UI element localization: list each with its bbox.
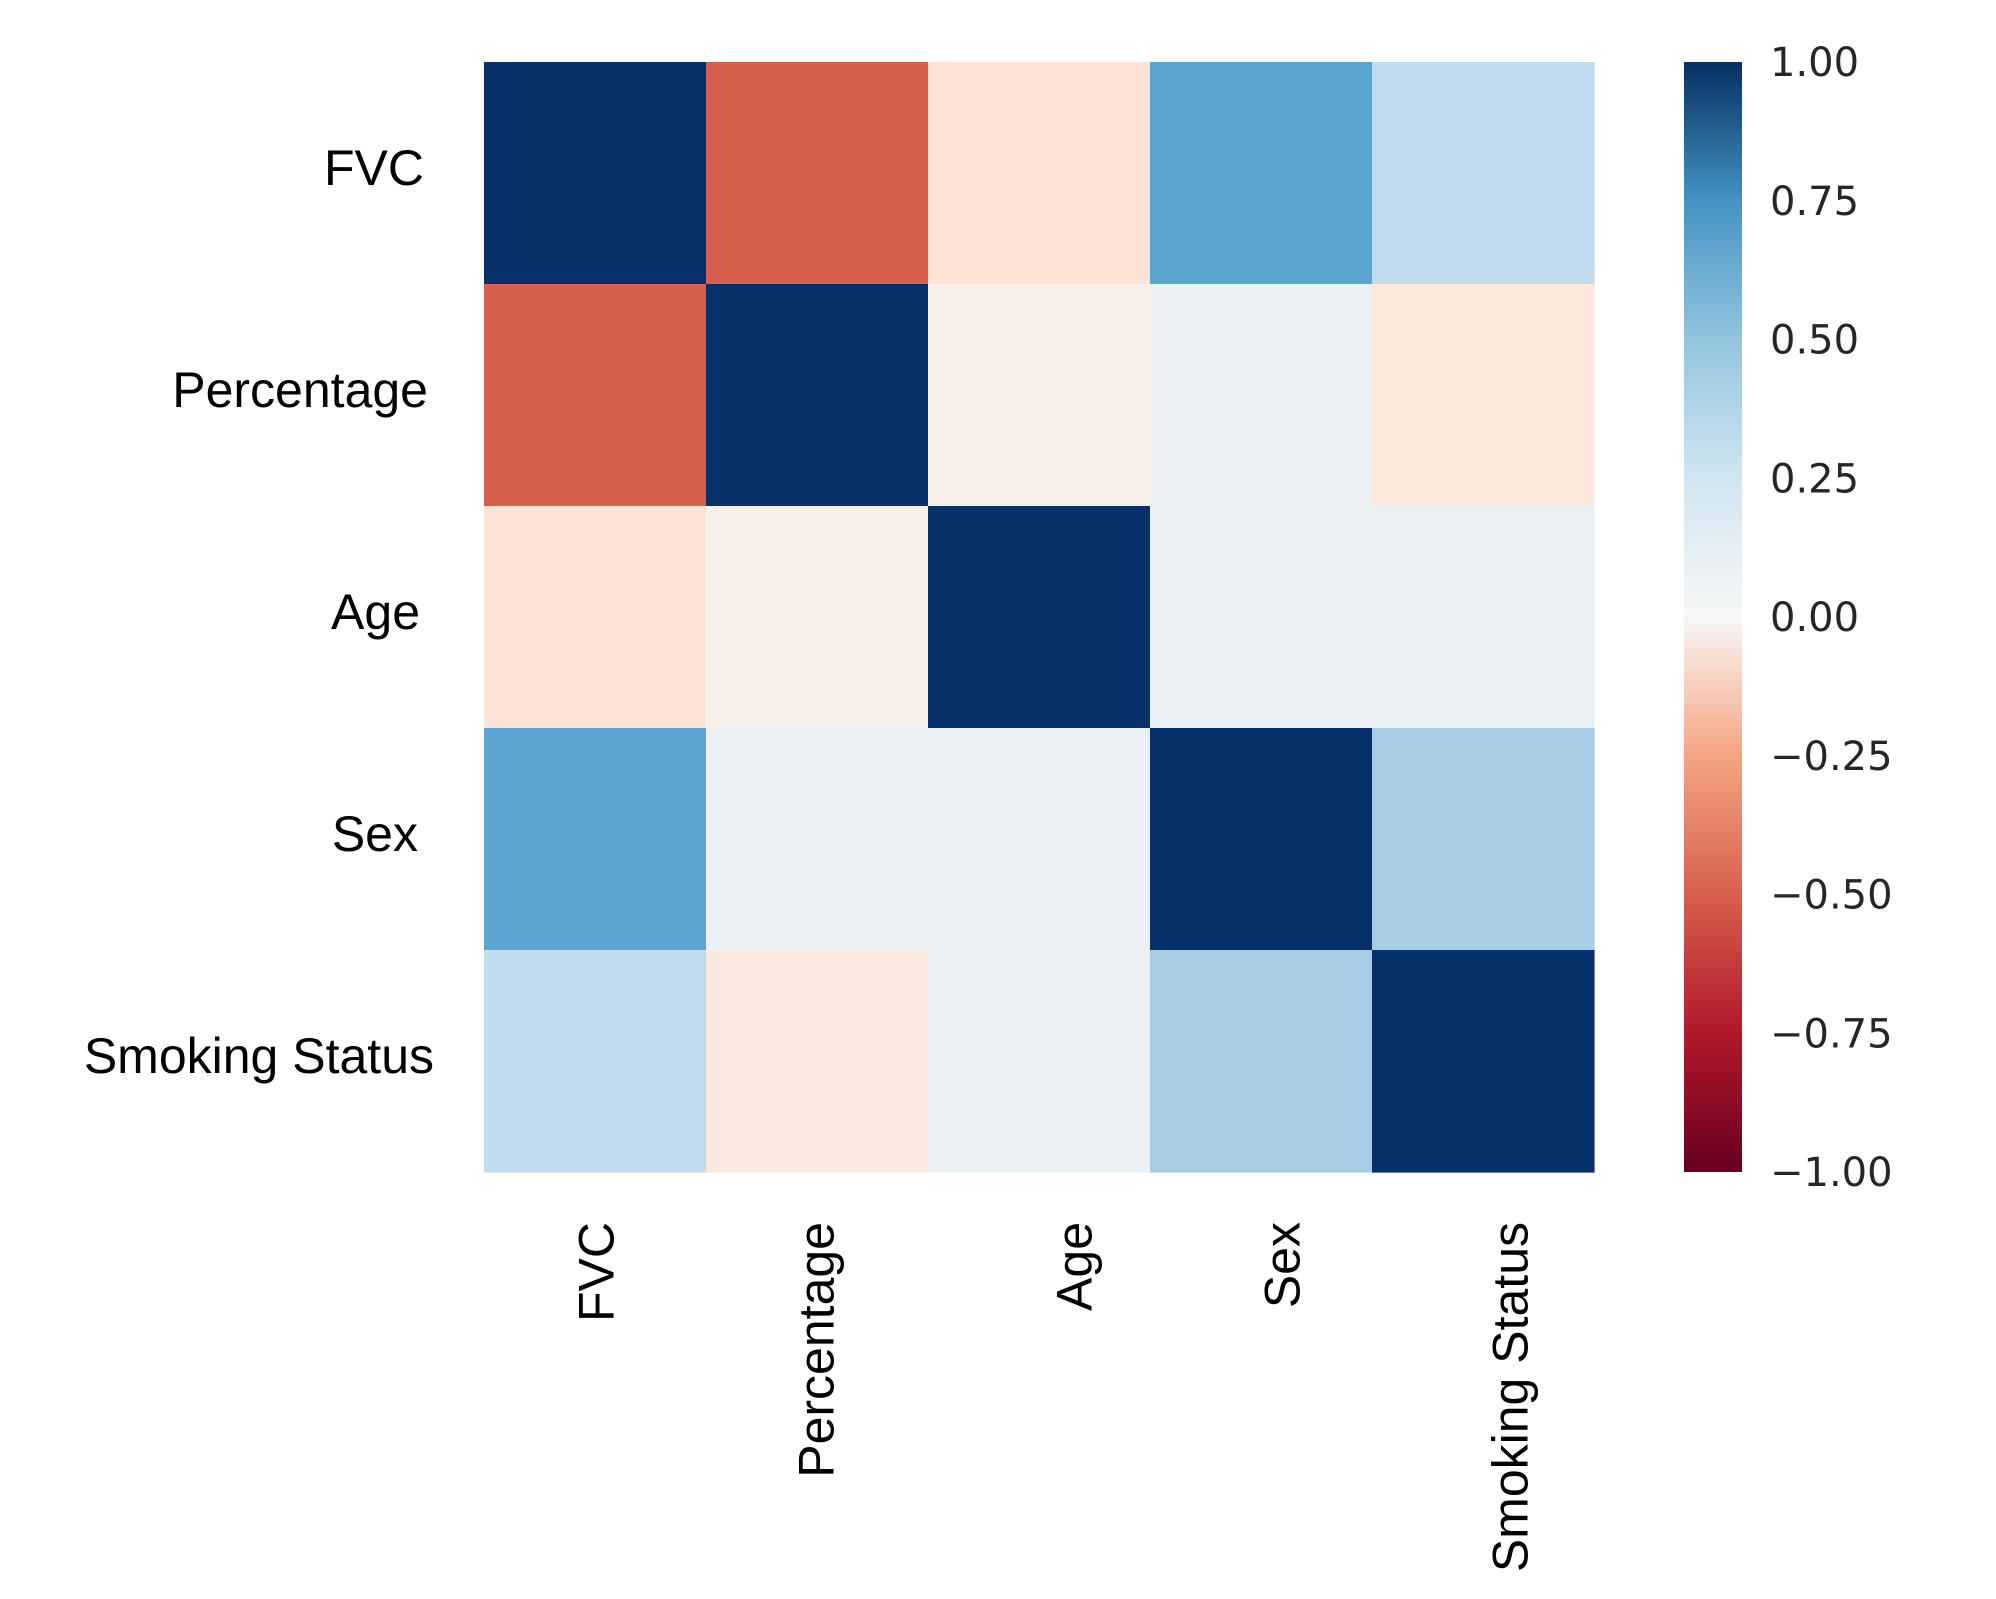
heatmap-cell xyxy=(1150,728,1373,951)
heatmap-cell xyxy=(928,728,1151,951)
colorbar-tick-label: 0.50 xyxy=(1770,318,1859,364)
heatmap-cell xyxy=(928,284,1151,507)
heatmap-cell xyxy=(706,284,929,507)
colorbar-tick-label: −0.50 xyxy=(1770,873,1893,919)
colorbar-tick-label: −0.75 xyxy=(1770,1011,1893,1057)
heatmap-cell xyxy=(484,284,707,507)
heatmap-cell xyxy=(1372,506,1595,729)
heatmap-cell xyxy=(1150,284,1373,507)
heatmap-cell xyxy=(1150,950,1373,1173)
heatmap-cell xyxy=(484,62,707,285)
heatmap-cell xyxy=(928,62,1151,285)
row-label: Age xyxy=(331,584,420,640)
colorbar-tick-label: 0.75 xyxy=(1770,179,1859,225)
heatmap-cell xyxy=(706,950,929,1173)
column-label: FVC xyxy=(569,1222,625,1322)
heatmap-cell xyxy=(484,506,707,729)
heatmap-cell xyxy=(706,506,929,729)
heatmap-cell xyxy=(1150,62,1373,285)
heatmap-cell xyxy=(706,62,929,285)
row-label: FVC xyxy=(324,140,424,196)
heatmap-cell xyxy=(1372,284,1595,507)
row-label: Sex xyxy=(332,806,418,862)
colorbar-tick-label: 1.00 xyxy=(1770,40,1859,86)
column-labels: FVC Percentage Age Sex Smoking Status xyxy=(569,1222,1539,1572)
column-label: Percentage xyxy=(789,1222,845,1478)
column-label: Smoking Status xyxy=(1483,1222,1539,1572)
heatmap-cells xyxy=(484,62,1595,1173)
heatmap-cell xyxy=(1150,506,1373,729)
heatmap-cell xyxy=(928,950,1151,1173)
heatmap-cell xyxy=(484,950,707,1173)
colorbar-gradient xyxy=(1684,62,1742,1172)
colorbar-tick-label: −0.25 xyxy=(1770,734,1893,780)
row-labels: FVC Percentage Age Sex Smoking Status xyxy=(84,140,434,1084)
heatmap-cell xyxy=(706,728,929,951)
colorbar-tick-label: 0.00 xyxy=(1770,595,1859,641)
heatmap-cell xyxy=(1372,728,1595,951)
row-label: Smoking Status xyxy=(84,1028,434,1084)
heatmap-cell xyxy=(1372,62,1595,285)
heatmap-cell xyxy=(484,728,707,951)
colorbar-tick-label: −1.00 xyxy=(1770,1150,1893,1196)
colorbar-tick-label: 0.25 xyxy=(1770,456,1859,502)
column-label: Sex xyxy=(1255,1222,1311,1308)
column-label: Age xyxy=(1047,1222,1103,1311)
heatmap-cell xyxy=(1372,950,1595,1173)
heatmap-cell xyxy=(928,506,1151,729)
row-label: Percentage xyxy=(172,362,428,418)
colorbar: 1.00 0.75 0.50 0.25 0.00 −0.25 −0.50 −0.75 −1.00 xyxy=(1684,40,1893,1196)
